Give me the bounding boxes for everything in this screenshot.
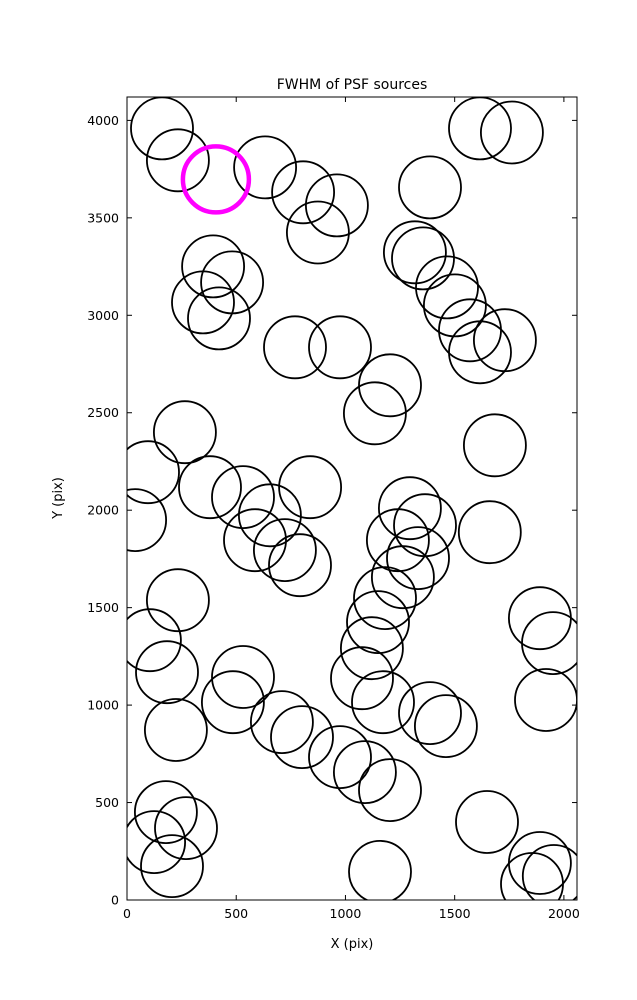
y-axis-label: Y (pix) — [51, 477, 66, 520]
psf-source-circle — [500, 852, 564, 900]
y-tick-label: 500 — [95, 795, 119, 810]
psf-source-circle — [278, 455, 343, 520]
x-axis-label: X (pix) — [331, 937, 374, 952]
psf-source-circle — [351, 670, 415, 735]
y-tick-label: 3000 — [87, 308, 119, 323]
psf-source-circle — [252, 518, 317, 582]
psf-source-circle — [479, 100, 544, 165]
y-tick-label: 2500 — [87, 405, 119, 420]
psf-source-circle — [127, 440, 180, 505]
psf-source-circle — [154, 796, 218, 860]
psf-source-circle — [413, 694, 478, 758]
psf-source-circle — [377, 476, 442, 541]
psf-source-circle — [135, 640, 199, 705]
psf-source-circle — [391, 226, 455, 291]
psf-source-circle — [237, 483, 302, 548]
psf-source-circle — [358, 353, 422, 418]
psf-source-circle — [249, 690, 314, 754]
psf-source-circle — [358, 758, 422, 822]
psf-source-circle — [448, 320, 512, 385]
plot-title: FWHM of PSF sources — [277, 77, 428, 93]
psf-source-circle — [178, 455, 242, 520]
psf-source-circle — [187, 286, 251, 351]
y-tick-label: 1500 — [87, 600, 119, 615]
psf-source-circle — [271, 160, 336, 225]
psf-source-circle — [521, 844, 577, 900]
psf-source-circle — [330, 646, 394, 711]
x-tick-label: 2000 — [548, 906, 580, 921]
psf-source-circle — [200, 670, 265, 735]
ticks-group: 0 500 1000 1500 2000 0 500 1000 1500 2000 2500 3000… — [87, 97, 580, 921]
psf-source-circle — [308, 725, 372, 789]
y-tick-label: 0 — [111, 893, 119, 908]
psf-source-circle — [365, 508, 430, 573]
psf-source-circle — [370, 545, 435, 610]
psf-source-circle — [171, 270, 235, 335]
psf-source-circle — [448, 97, 512, 161]
psf-source-circle — [130, 97, 194, 161]
psf-source-circle — [200, 250, 265, 315]
x-tick-label: 0 — [123, 906, 131, 921]
psf-source-circle — [342, 381, 407, 446]
psf-source-circle — [211, 645, 275, 709]
psf-source-circle — [181, 234, 246, 299]
psf-source-circle — [140, 834, 204, 898]
psf-source-circle — [398, 681, 462, 745]
psf-source-circle — [152, 400, 217, 465]
psf-source-circle — [143, 698, 208, 762]
x-tick-label: 1500 — [439, 906, 471, 921]
psf-source-circle — [508, 831, 572, 895]
psf-source-circle — [268, 533, 332, 598]
psf-source-circle — [382, 220, 447, 285]
y-tick-label: 2000 — [87, 503, 119, 518]
psf-source-circle — [508, 586, 572, 651]
y-tick-label: 4000 — [87, 113, 119, 128]
psf-source-circle — [514, 668, 577, 732]
psf-source-circle — [386, 526, 450, 590]
psf-source-circle — [521, 611, 577, 675]
psf-source-circle — [353, 566, 417, 630]
psf-source-circle — [455, 790, 519, 854]
psf-source-circle — [285, 200, 350, 265]
psf-source-circle — [270, 705, 334, 769]
psf-source-circle — [223, 508, 287, 573]
psf-source-circle — [211, 465, 275, 530]
y-tick-label: 1000 — [87, 698, 119, 713]
psf-source-circle — [145, 128, 210, 193]
psf-source-circle — [263, 315, 327, 380]
y-tick-label: 3500 — [87, 210, 119, 225]
psf-source-circle — [462, 413, 527, 478]
psf-source-circle — [472, 308, 537, 373]
psf-source-circle — [422, 273, 487, 338]
psf-source-circle — [457, 500, 522, 565]
psf-source-circle — [304, 173, 369, 238]
psf-source-circle — [233, 135, 298, 200]
psf-source-circle — [415, 255, 479, 320]
psf-source-circle — [332, 740, 397, 804]
scatter-points-group — [127, 97, 577, 900]
psf-source-circle — [346, 590, 410, 654]
x-tick-label: 1000 — [330, 906, 362, 921]
axes-frame — [126, 96, 578, 901]
psf-source-circle — [127, 488, 167, 552]
psf-source-circle — [398, 155, 462, 220]
psf-source-circle — [127, 810, 186, 874]
psf-source-circle — [133, 780, 198, 844]
psf-source-circle — [127, 608, 182, 673]
psf-source-circle — [145, 568, 210, 633]
x-tick-label: 500 — [224, 906, 248, 921]
psf-source-circle — [348, 840, 412, 900]
psf-source-circle — [339, 616, 404, 681]
psf-source-circle — [308, 315, 372, 380]
highlighted-psf-circle — [180, 144, 252, 215]
